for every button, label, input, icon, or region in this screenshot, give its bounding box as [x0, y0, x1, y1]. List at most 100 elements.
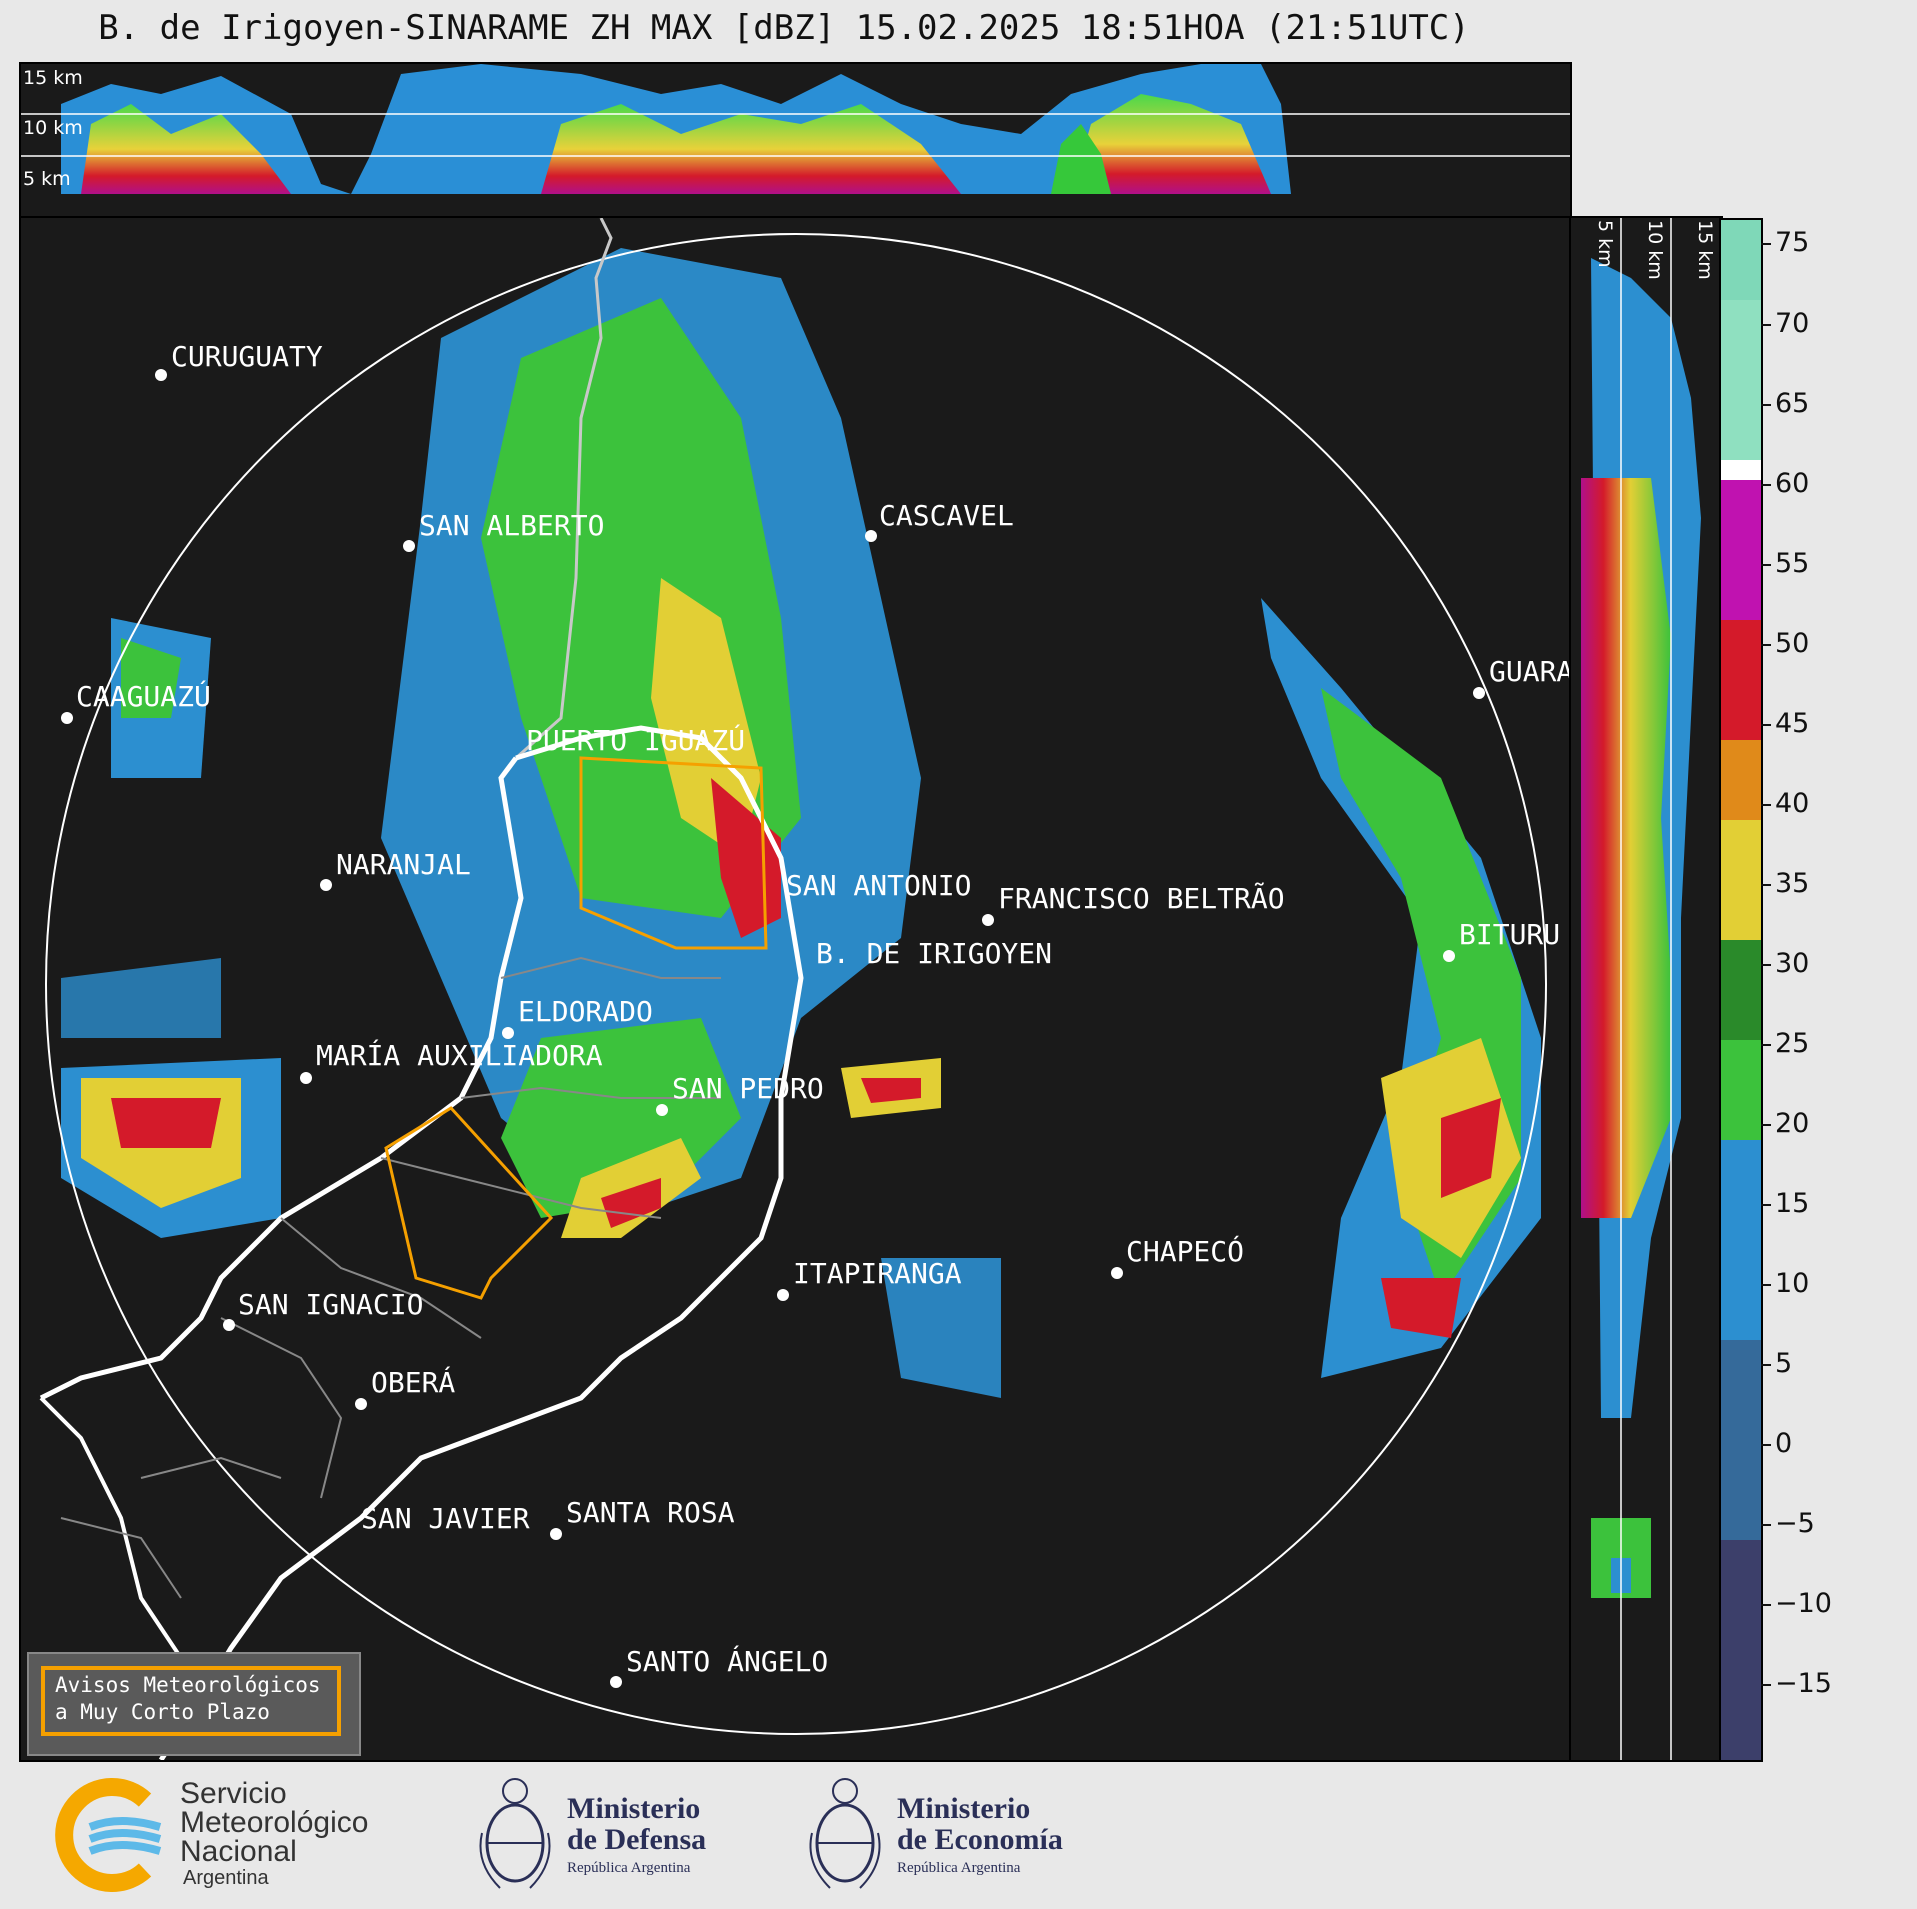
- defensa-line-1: Ministerio: [567, 1792, 701, 1825]
- cb-tick-label: 55: [1775, 548, 1810, 579]
- city-label: CURUGUATY: [171, 340, 323, 373]
- city-label: ELDORADO: [518, 995, 653, 1028]
- dbz-colorbar: [1719, 218, 1763, 1762]
- national-coat-of-arms-icon: [479, 1778, 551, 1889]
- defensa-country: República Argentina: [567, 1860, 691, 1876]
- city-marker: [865, 530, 877, 542]
- smn-logo: Servicio Meteorológico Nacional Argentin…: [50, 1775, 410, 1895]
- city-label: SAN ALBERTO: [419, 509, 604, 542]
- city-caaguazu[interactable]: CAAGUAZÚ: [61, 679, 211, 724]
- cb-tick-label: 75: [1775, 227, 1810, 258]
- cb-tick-label: −5: [1775, 1508, 1815, 1539]
- cb-tick: [1761, 1044, 1771, 1046]
- top-10km-label: 10 km: [23, 117, 83, 139]
- map-title: B. de Irigoyen-SINARAME ZH MAX [dBZ] 15.…: [98, 8, 1470, 48]
- cb-tick: [1761, 1124, 1771, 1126]
- city-san-antonio[interactable]: SAN ANTONIO: [786, 869, 971, 902]
- city-b-de-irigoyen[interactable]: B. DE IRIGOYEN: [816, 937, 1052, 970]
- side-15km-label: 15 km: [1694, 220, 1716, 280]
- city-naranjal[interactable]: NARANJAL: [320, 848, 471, 891]
- smn-name: Servicio Meteorológico Nacional: [180, 1777, 369, 1868]
- cb-tick-label: −15: [1775, 1668, 1832, 1699]
- city-label: SAN ANTONIO: [786, 869, 971, 902]
- national-coat-of-arms-icon: [809, 1778, 881, 1889]
- city-puerto-iguazu[interactable]: PUERTO IGUAZÚ: [526, 723, 745, 757]
- city-guarapuava[interactable]: GUARA: [1473, 655, 1570, 699]
- city-san-ignacio[interactable]: SAN IGNACIO: [223, 1288, 423, 1331]
- smn-line-3: Nacional: [180, 1835, 297, 1868]
- economia-title: Ministerio de Economía: [897, 1793, 1063, 1855]
- city-eldorado[interactable]: ELDORADO: [502, 995, 653, 1039]
- city-label: CAAGUAZÚ: [76, 679, 211, 713]
- colorbar-gradient: [1721, 220, 1761, 1760]
- city-itapiranga[interactable]: ITAPIRANGA: [777, 1257, 962, 1301]
- city-marker: [300, 1072, 312, 1084]
- cb-tick: [1761, 324, 1771, 326]
- city-marker: [355, 1398, 367, 1410]
- city-marker: [1473, 687, 1485, 699]
- cb-tick: [1761, 724, 1771, 726]
- city-marker: [320, 879, 332, 891]
- city-san-alberto[interactable]: SAN ALBERTO: [403, 509, 604, 552]
- city-marker: [502, 1027, 514, 1039]
- city-label: SAN PEDRO: [672, 1072, 824, 1105]
- city-label: CASCAVEL: [879, 499, 1014, 532]
- side-5km-label: 5 km: [1594, 220, 1616, 268]
- cb-tick-label: 65: [1775, 388, 1810, 419]
- cb-tick-label: 45: [1775, 708, 1810, 739]
- cb-tick: [1761, 1524, 1771, 1526]
- warnings-legend-swatch: Avisos Meteorológicos a Muy Corto Plazo: [41, 1666, 341, 1736]
- cb-tick: [1761, 884, 1771, 886]
- cb-tick: [1761, 804, 1771, 806]
- radar-map-panel[interactable]: CURUGUATY SAN ALBERTO CASCAVEL CAAGUAZÚ …: [19, 216, 1572, 1762]
- smn-line-2: Meteorológico: [180, 1806, 369, 1839]
- side-profile-plot: 5 km 10 km 15 km: [1581, 218, 1716, 1760]
- city-marker: [223, 1319, 235, 1331]
- side-10km-label: 10 km: [1644, 220, 1666, 280]
- top-profile-plot: 15 km 10 km 5 km: [21, 64, 1570, 194]
- cb-tick-label: 25: [1775, 1028, 1810, 1059]
- cb-tick-label: 30: [1775, 948, 1810, 979]
- city-marker: [777, 1289, 789, 1301]
- legend-line-1: Avisos Meteorológicos: [55, 1673, 321, 1697]
- city-bituruna[interactable]: BITURU: [1443, 918, 1560, 962]
- cb-tick-label: 60: [1775, 468, 1810, 499]
- city-label: GUARA: [1489, 655, 1570, 688]
- ministerio-economia-logo: Ministerio de Economía República Argenti…: [800, 1763, 1120, 1903]
- city-label: OBERÁ: [371, 1365, 455, 1399]
- city-maria-auxiliadora[interactable]: MARÍA AUXILIADORA: [300, 1038, 603, 1084]
- defensa-line-2: de Defensa: [567, 1823, 707, 1856]
- city-santa-rosa[interactable]: SANTA ROSA: [550, 1496, 735, 1540]
- city-label: NARANJAL: [336, 848, 471, 881]
- cb-tick-label: 5: [1775, 1348, 1793, 1379]
- city-marker: [155, 369, 167, 381]
- smn-line-1: Servicio: [180, 1777, 287, 1810]
- city-label: CHAPECÓ: [1126, 1234, 1244, 1268]
- cb-tick: [1761, 1444, 1771, 1446]
- city-marker: [656, 1104, 668, 1116]
- city-francisco-beltrao[interactable]: FRANCISCO BELTRÃO: [982, 882, 1285, 926]
- cb-tick-label: 0: [1775, 1428, 1793, 1459]
- city-obera[interactable]: OBERÁ: [355, 1365, 455, 1410]
- city-label: SANTA ROSA: [566, 1496, 735, 1529]
- city-curuguaty[interactable]: CURUGUATY: [155, 340, 323, 381]
- cb-tick-label: 15: [1775, 1188, 1810, 1219]
- economia-line-2: de Economía: [897, 1823, 1063, 1856]
- city-label: FRANCISCO BELTRÃO: [998, 882, 1285, 915]
- city-santo-angelo[interactable]: SANTO ÁNGELO: [610, 1644, 828, 1688]
- city-san-javier[interactable]: SAN JAVIER: [361, 1502, 530, 1535]
- side-height-profile-panel: 5 km 10 km 15 km: [1569, 216, 1723, 1762]
- city-marker: [610, 1676, 622, 1688]
- radar-map[interactable]: CURUGUATY SAN ALBERTO CASCAVEL CAAGUAZÚ …: [21, 218, 1570, 1760]
- city-san-pedro[interactable]: SAN PEDRO: [656, 1072, 824, 1116]
- cb-tick-label: −10: [1775, 1588, 1832, 1619]
- cb-tick: [1761, 964, 1771, 966]
- ministerio-defensa-logo: Ministerio de Defensa República Argentin…: [470, 1763, 790, 1903]
- city-label: SAN IGNACIO: [238, 1288, 423, 1321]
- cb-tick-label: 10: [1775, 1268, 1810, 1299]
- city-cascavel[interactable]: CASCAVEL: [865, 499, 1014, 542]
- city-label: BITURU: [1459, 918, 1560, 951]
- city-chapeco[interactable]: CHAPECÓ: [1111, 1234, 1244, 1279]
- cb-tick-label: 50: [1775, 628, 1810, 659]
- cb-tick: [1761, 1604, 1771, 1606]
